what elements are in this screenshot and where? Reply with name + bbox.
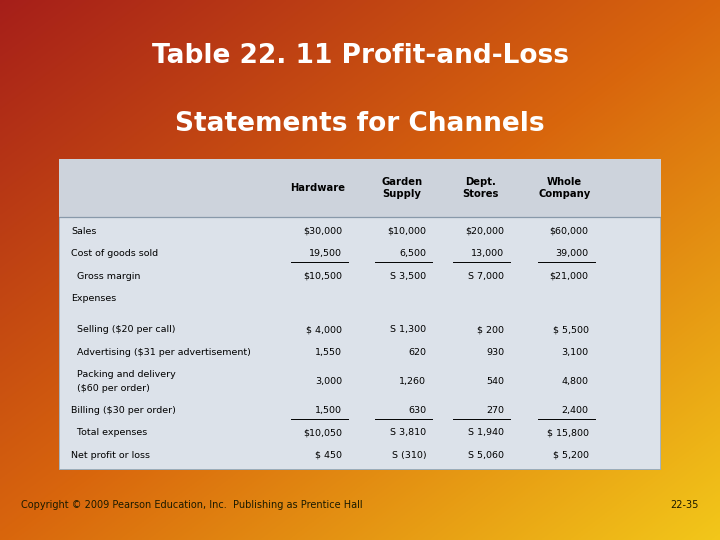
Text: $10,000: $10,000 xyxy=(387,227,426,235)
Text: 13,000: 13,000 xyxy=(472,249,505,258)
Text: S 7,000: S 7,000 xyxy=(469,272,505,281)
Text: $ 5,500: $ 5,500 xyxy=(553,325,589,334)
Text: 19,500: 19,500 xyxy=(309,249,342,258)
Text: Billing ($30 per order): Billing ($30 per order) xyxy=(71,406,176,415)
Text: Net profit or loss: Net profit or loss xyxy=(71,451,150,460)
Text: S 1,940: S 1,940 xyxy=(469,428,505,437)
Text: $10,050: $10,050 xyxy=(303,428,342,437)
Text: 6,500: 6,500 xyxy=(399,249,426,258)
Text: S (310): S (310) xyxy=(392,451,426,460)
FancyBboxPatch shape xyxy=(59,159,661,217)
Text: 2,400: 2,400 xyxy=(562,406,589,415)
Text: S 5,060: S 5,060 xyxy=(469,451,505,460)
Text: $ 4,000: $ 4,000 xyxy=(306,325,342,334)
Text: 270: 270 xyxy=(487,406,505,415)
Text: $60,000: $60,000 xyxy=(550,227,589,235)
Text: $30,000: $30,000 xyxy=(303,227,342,235)
Text: S 3,810: S 3,810 xyxy=(390,428,426,437)
Text: Advertising ($31 per advertisement): Advertising ($31 per advertisement) xyxy=(71,348,251,356)
Text: 630: 630 xyxy=(408,406,426,415)
Text: 1,500: 1,500 xyxy=(315,406,342,415)
Text: Total expenses: Total expenses xyxy=(71,428,148,437)
Text: Sales: Sales xyxy=(71,227,96,235)
Text: 3,000: 3,000 xyxy=(315,377,342,386)
Text: $ 200: $ 200 xyxy=(477,325,505,334)
Text: Table 22. 11 Profit-and-Loss: Table 22. 11 Profit-and-Loss xyxy=(151,43,569,69)
Text: $21,000: $21,000 xyxy=(550,272,589,281)
FancyBboxPatch shape xyxy=(59,159,661,470)
Text: 1,260: 1,260 xyxy=(399,377,426,386)
Text: 22-35: 22-35 xyxy=(670,500,698,510)
Text: $ 5,200: $ 5,200 xyxy=(553,451,589,460)
Text: S 1,300: S 1,300 xyxy=(390,325,426,334)
Text: Garden
Supply: Garden Supply xyxy=(382,177,423,199)
Text: Statements for Channels: Statements for Channels xyxy=(175,111,545,137)
Text: 930: 930 xyxy=(486,348,505,356)
Text: ($60 per order): ($60 per order) xyxy=(71,384,150,393)
Text: Dept.
Stores: Dept. Stores xyxy=(462,177,498,199)
Text: 1,550: 1,550 xyxy=(315,348,342,356)
Text: $10,500: $10,500 xyxy=(303,272,342,281)
Text: 620: 620 xyxy=(408,348,426,356)
Text: Hardware: Hardware xyxy=(290,183,346,193)
Text: 4,800: 4,800 xyxy=(562,377,589,386)
Text: 540: 540 xyxy=(487,377,505,386)
Text: Whole
Company: Whole Company xyxy=(539,177,591,199)
Text: 3,100: 3,100 xyxy=(562,348,589,356)
Text: Selling ($20 per call): Selling ($20 per call) xyxy=(71,325,176,334)
Text: 39,000: 39,000 xyxy=(556,249,589,258)
Text: Packing and delivery: Packing and delivery xyxy=(71,370,176,379)
Text: Cost of goods sold: Cost of goods sold xyxy=(71,249,158,258)
Text: Copyright © 2009 Pearson Education, Inc.  Publishing as Prentice Hall: Copyright © 2009 Pearson Education, Inc.… xyxy=(22,500,363,510)
Text: Expenses: Expenses xyxy=(71,294,117,303)
Text: $ 15,800: $ 15,800 xyxy=(546,428,589,437)
Text: S 3,500: S 3,500 xyxy=(390,272,426,281)
Text: Gross margin: Gross margin xyxy=(71,272,140,281)
Text: $ 450: $ 450 xyxy=(315,451,342,460)
Text: $20,000: $20,000 xyxy=(465,227,505,235)
